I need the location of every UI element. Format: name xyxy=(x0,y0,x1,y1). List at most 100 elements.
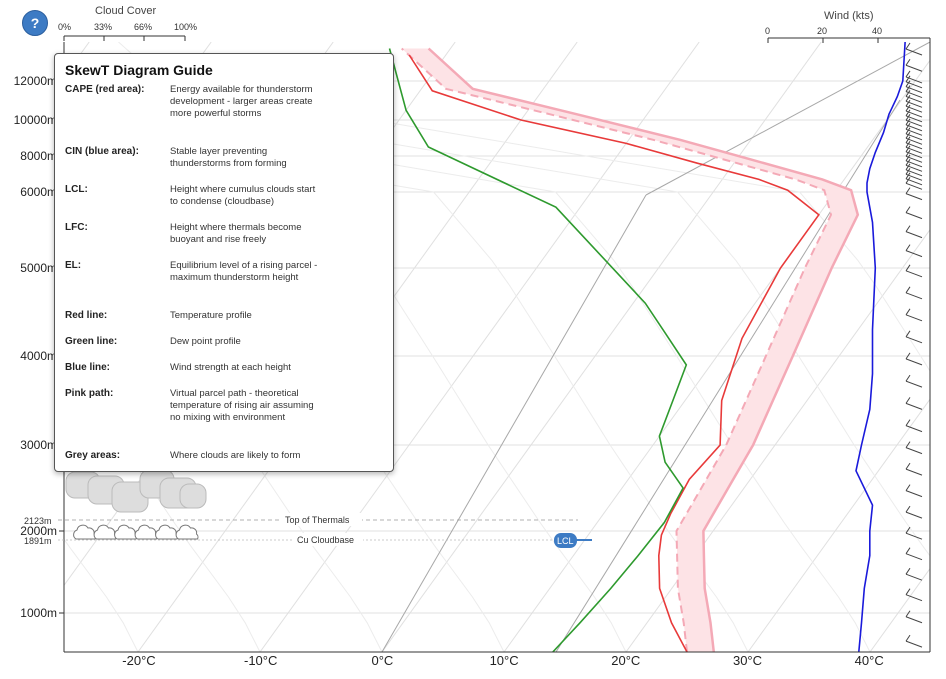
guide-desc: Temperature profile xyxy=(170,310,252,321)
wind-axis-title: Wind (kts) xyxy=(824,10,874,22)
wind-barb xyxy=(905,115,923,123)
guide-desc: Virtual parcel path - theoretical temper… xyxy=(170,388,314,423)
wind-barb xyxy=(905,105,923,113)
cumulus-icon xyxy=(175,524,199,540)
wind-barb-flag xyxy=(905,441,911,448)
wind-barb-flag xyxy=(905,163,911,171)
wind-barb-flag xyxy=(905,42,911,50)
guide-term: CAPE (red area): xyxy=(65,84,145,95)
wind-barb-flag xyxy=(905,567,911,575)
cumulus-icon xyxy=(93,524,117,540)
guide-row-green-line: Green line: Dew point profile xyxy=(65,336,383,362)
wind-barb-flag xyxy=(905,58,911,66)
wind-barb xyxy=(905,76,923,84)
wind-barb xyxy=(905,124,923,132)
cloud-cover-axis: 0% 33% 66% 100% xyxy=(58,22,197,41)
wind-barb-flag xyxy=(905,109,911,117)
wind-barb-flag xyxy=(905,145,911,153)
wind-barb-flag xyxy=(905,154,911,162)
wind-barb xyxy=(905,155,923,163)
cumulus-icon xyxy=(73,524,96,540)
thermal-annotations: 2123m 1891m Top of Thermals Cu Cloudbase… xyxy=(24,513,592,548)
wind-barb-flag xyxy=(905,118,911,126)
wind-barb xyxy=(905,553,923,561)
wind-tick-40: 40 xyxy=(872,26,882,36)
wind-barb xyxy=(905,490,923,498)
guide-row-red-line: Red line: Temperature profile xyxy=(65,310,383,336)
wind-barb xyxy=(905,151,923,159)
grid-isotherm xyxy=(381,42,822,652)
wind-barb-flag xyxy=(905,132,911,139)
guide-desc: Stable layer preventing thunderstorms fr… xyxy=(170,146,287,169)
top-of-thermals-alt: 2123m xyxy=(24,516,52,526)
wind-barb xyxy=(905,292,923,300)
lcl-badge xyxy=(554,533,577,548)
x-tick-label: -10°C xyxy=(244,653,277,668)
help-button[interactable]: ? xyxy=(22,10,48,36)
top-of-thermals-label: Top of Thermals xyxy=(285,515,350,525)
wind-barb-flag xyxy=(905,225,911,232)
cloud-cover-tick-33: 33% xyxy=(94,22,112,32)
cu-cloudbase-label: Cu Cloudbase xyxy=(297,535,354,545)
guide-term: Green line: xyxy=(65,336,118,347)
wind-barb xyxy=(905,425,923,433)
guide-row-pink-path: Pink path: Virtual parcel path - theoret… xyxy=(65,388,383,450)
cloudbase-alt: 1891m xyxy=(24,536,52,546)
y-tick-label: 10000m xyxy=(14,113,57,127)
grid-adiabat xyxy=(64,190,383,652)
wind-barb-flag xyxy=(905,168,911,175)
wind-barb-flag xyxy=(905,70,911,78)
x-tick-label: 30°C xyxy=(733,653,762,668)
grid-isotherm xyxy=(747,398,930,652)
wind-barb xyxy=(905,100,923,108)
y-tick-label: 4000m xyxy=(20,349,57,363)
wind-barb-flag xyxy=(905,244,911,251)
wind-barb xyxy=(905,91,923,99)
guide-term: Pink path: xyxy=(65,388,114,399)
guide-row-lcl: LCL: Height where cumulus clouds start t… xyxy=(65,184,383,222)
parcel-path-line xyxy=(427,47,860,652)
y-tick-label: 2000m xyxy=(20,524,57,538)
wind-barb xyxy=(905,81,923,89)
guide-desc: Where clouds are likely to form xyxy=(170,450,301,461)
wind-barb-flag xyxy=(905,505,911,513)
wind-barb xyxy=(905,95,923,103)
guide-term: Grey areas: xyxy=(65,450,121,461)
guide-term: EL: xyxy=(65,260,82,271)
guide-row-grey-areas: Grey areas: Where clouds are likely to f… xyxy=(65,450,383,464)
grid-isotherm xyxy=(869,567,930,652)
wind-barb-flag xyxy=(905,159,911,166)
wind-barb xyxy=(905,48,923,56)
guide-desc: Equilibrium level of a rising parcel - m… xyxy=(170,260,318,283)
wind-barb xyxy=(905,616,923,624)
wind-barb xyxy=(905,137,923,145)
wind-barb-flag xyxy=(905,123,911,130)
x-tick-label: 0°C xyxy=(371,653,393,668)
guide-row-el: EL: Equilibrium level of a rising parcel… xyxy=(65,260,383,310)
guide-term: LCL: xyxy=(65,184,88,195)
wind-barb xyxy=(905,336,923,344)
guide-term: Red line: xyxy=(65,310,108,321)
guide-desc: Dew point profile xyxy=(170,336,241,347)
freezing-line-upper xyxy=(645,42,930,196)
wind-barb-flag xyxy=(905,75,911,83)
guide-title: SkewT Diagram Guide xyxy=(65,62,213,78)
cloud-icons xyxy=(65,469,207,540)
guide-row-lfc: LFC: Height where thermals become buoyan… xyxy=(65,222,383,260)
wind-barb-flag xyxy=(905,397,911,404)
wind-barb xyxy=(905,573,923,581)
wind-barb xyxy=(905,119,923,127)
wind-barb-flag xyxy=(905,462,911,470)
wind-barb xyxy=(905,128,923,136)
x-tick-label: 20°C xyxy=(611,653,640,668)
y-tick-label: 3000m xyxy=(20,438,57,452)
wind-barb-flag xyxy=(905,95,911,102)
wind-barb xyxy=(905,231,923,239)
wind-barb xyxy=(905,402,923,410)
wind-tick-0: 0 xyxy=(765,26,770,36)
cloud-cover-title: Cloud Cover xyxy=(95,5,157,17)
wind-barb-flag xyxy=(905,187,911,194)
wind-barb-flag xyxy=(905,308,911,316)
y-tick-label: 5000m xyxy=(20,261,57,275)
skewt-guide-panel: SkewT Diagram Guide CAPE (red area): Ene… xyxy=(54,53,394,472)
